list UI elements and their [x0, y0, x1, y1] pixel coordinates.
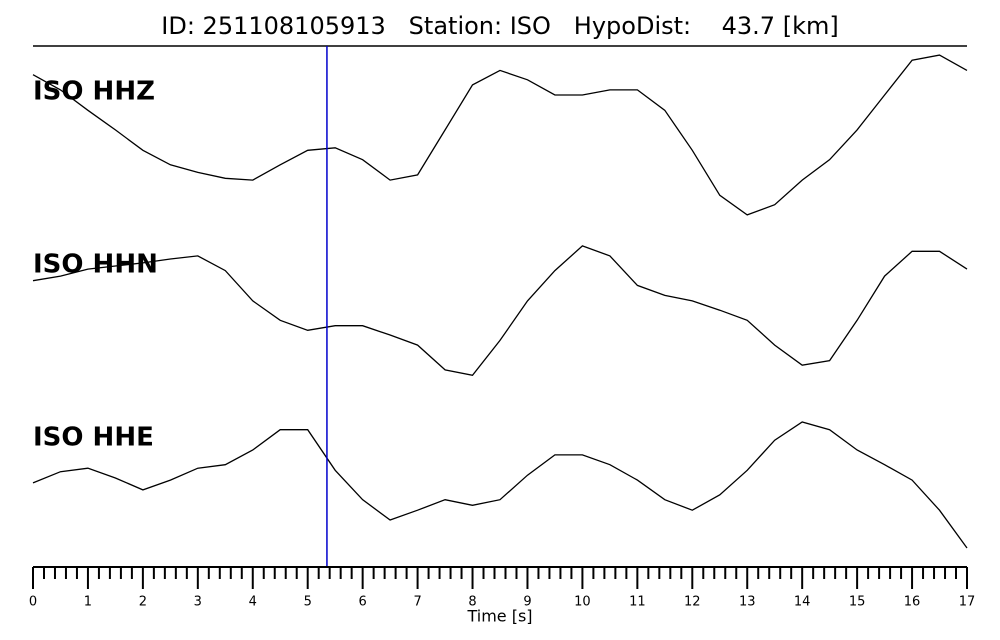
trace — [32, 245, 968, 377]
x-tick-label: 17 — [959, 595, 976, 610]
x-tick-label: 8 — [468, 595, 476, 610]
trace — [32, 54, 968, 216]
x-tick-label: 9 — [523, 595, 531, 610]
x-tick-label: 0 — [29, 595, 37, 610]
trace-label: ISO HHE — [33, 423, 154, 453]
x-tick-label: 10 — [574, 595, 591, 610]
trace — [32, 421, 968, 549]
x-axis-label: Time [s] — [466, 607, 532, 626]
x-tick-label: 4 — [249, 595, 257, 610]
x-tick-label: 14 — [794, 595, 811, 610]
x-tick-label: 2 — [139, 595, 147, 610]
x-tick-label: 6 — [359, 595, 367, 610]
x-tick-label: 11 — [629, 595, 646, 610]
x-tick-label: 1 — [84, 595, 92, 610]
x-tick-label: 3 — [194, 595, 202, 610]
x-tick-label: 5 — [304, 595, 312, 610]
x-tick-label: 16 — [904, 595, 921, 610]
x-tick-label: 12 — [684, 595, 701, 610]
x-tick-label: 7 — [413, 595, 421, 610]
trace-label: ISO HHZ — [33, 77, 155, 107]
x-tick-label: 13 — [739, 595, 756, 610]
x-tick-label: 15 — [849, 595, 866, 610]
trace-label: ISO HHN — [33, 250, 158, 280]
chart-title: ID: 251108105913 Station: ISO HypoDist: … — [161, 12, 838, 40]
